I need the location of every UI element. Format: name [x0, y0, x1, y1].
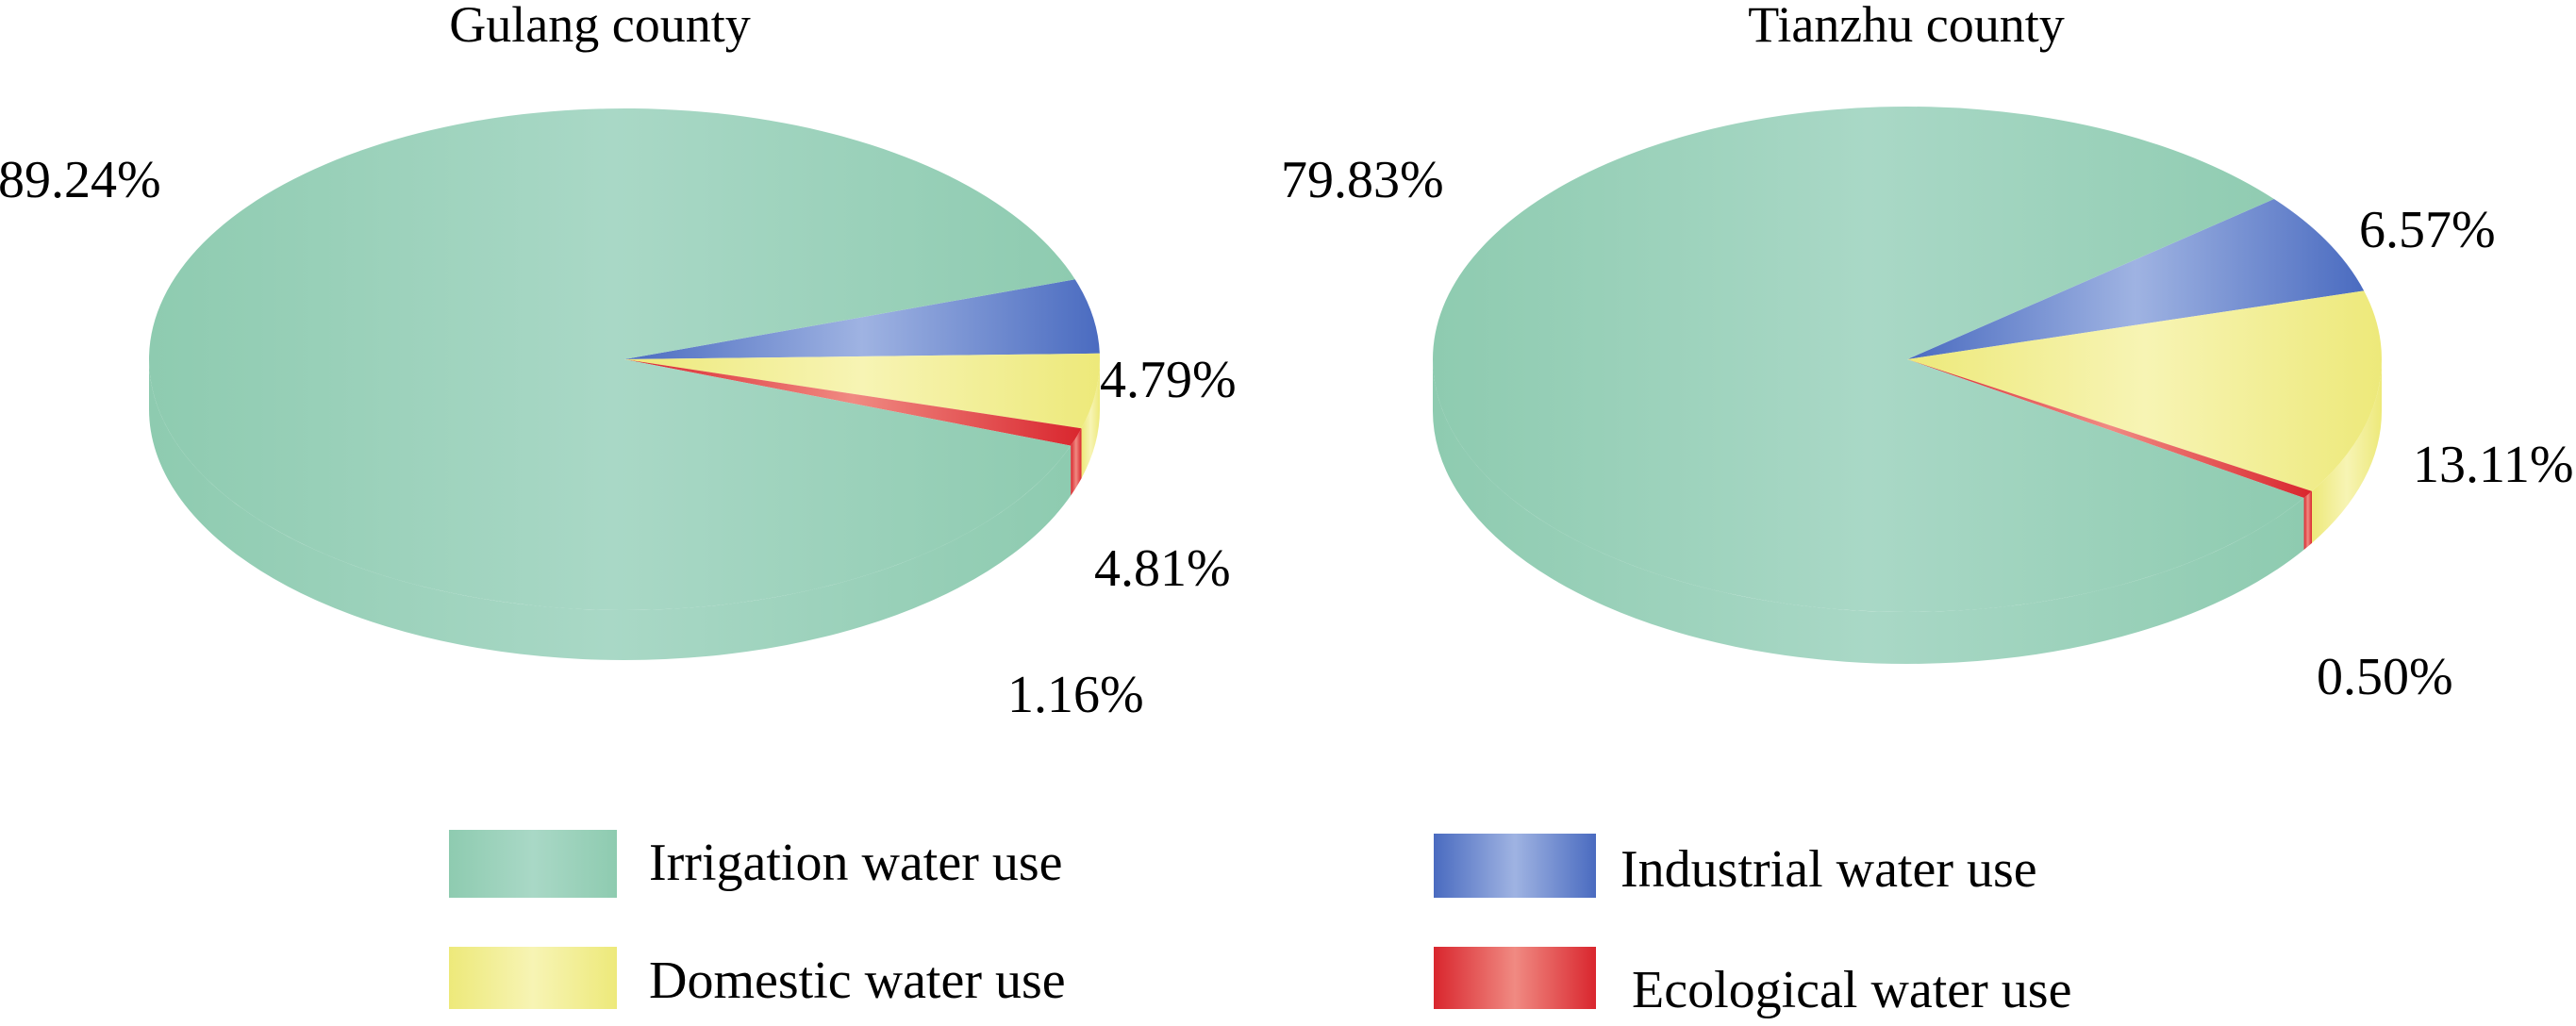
- pie-slice-ecological: [624, 359, 1082, 446]
- chart-legend: Irrigation water use Industrial water us…: [449, 830, 2071, 1019]
- pie-side-ecological: [1071, 428, 1082, 496]
- pie-side-domestic: [1081, 359, 1100, 479]
- legend-swatch-industrial: [1434, 834, 1596, 898]
- chart-title-gulang: Gulang county: [449, 0, 750, 53]
- legend-label-industrial: Industrial water use: [1620, 840, 2037, 899]
- chart-title-tianzhu: Tianzhu county: [1748, 0, 2065, 53]
- slice-label-gulang-domestic: 4.81%: [1094, 539, 1231, 598]
- pie-slice-ecological: [1907, 359, 2313, 499]
- legend-label-domestic: Domestic water use: [649, 952, 1066, 1010]
- pie-slice-domestic: [1907, 290, 2383, 491]
- slice-label-gulang-industrial: 4.79%: [1100, 351, 1237, 409]
- legend-swatch-irrigation: [449, 830, 617, 898]
- legend-label-irrigation: Irrigation water use: [649, 834, 1062, 892]
- legend-swatch-ecological: [1434, 947, 1596, 1009]
- pie-side-domestic: [2312, 359, 2382, 543]
- pie-slice-irrigation: [1432, 106, 2304, 612]
- pie-side-irrigation: [149, 359, 1072, 661]
- pie-slice-domestic: [624, 353, 1100, 429]
- slice-label-tianzhu-irrigation: 79.83%: [1281, 151, 1444, 209]
- slice-label-tianzhu-domestic: 13.11%: [2413, 436, 2574, 494]
- pie-slice-industrial: [624, 279, 1100, 359]
- slice-label-gulang-ecological: 1.16%: [1007, 666, 1144, 724]
- pie-slices-gulang: [149, 108, 1100, 661]
- slice-label-tianzhu-industrial: 6.57%: [2359, 201, 2496, 259]
- pie-slices-tianzhu: [1432, 106, 2383, 664]
- legend-label-ecological: Ecological water use: [1632, 961, 2071, 1019]
- pie-side-irrigation: [1433, 359, 2304, 664]
- legend-swatch-domestic: [449, 947, 617, 1009]
- pie-side-ecological: [2303, 490, 2313, 551]
- pie-chart-gulang: Gulang county 89.24% 4.79% 4.81% 1.16%: [0, 0, 1237, 724]
- pie-slice-industrial: [1907, 199, 2365, 359]
- slice-label-tianzhu-ecological: 0.50%: [2317, 648, 2453, 706]
- pie-chart-tianzhu: Tianzhu county 79.83% 6.57% 13.11% 0.50%: [1281, 0, 2574, 706]
- slice-label-gulang-irrigation: 89.24%: [0, 151, 161, 209]
- pie-slice-irrigation: [149, 108, 1075, 610]
